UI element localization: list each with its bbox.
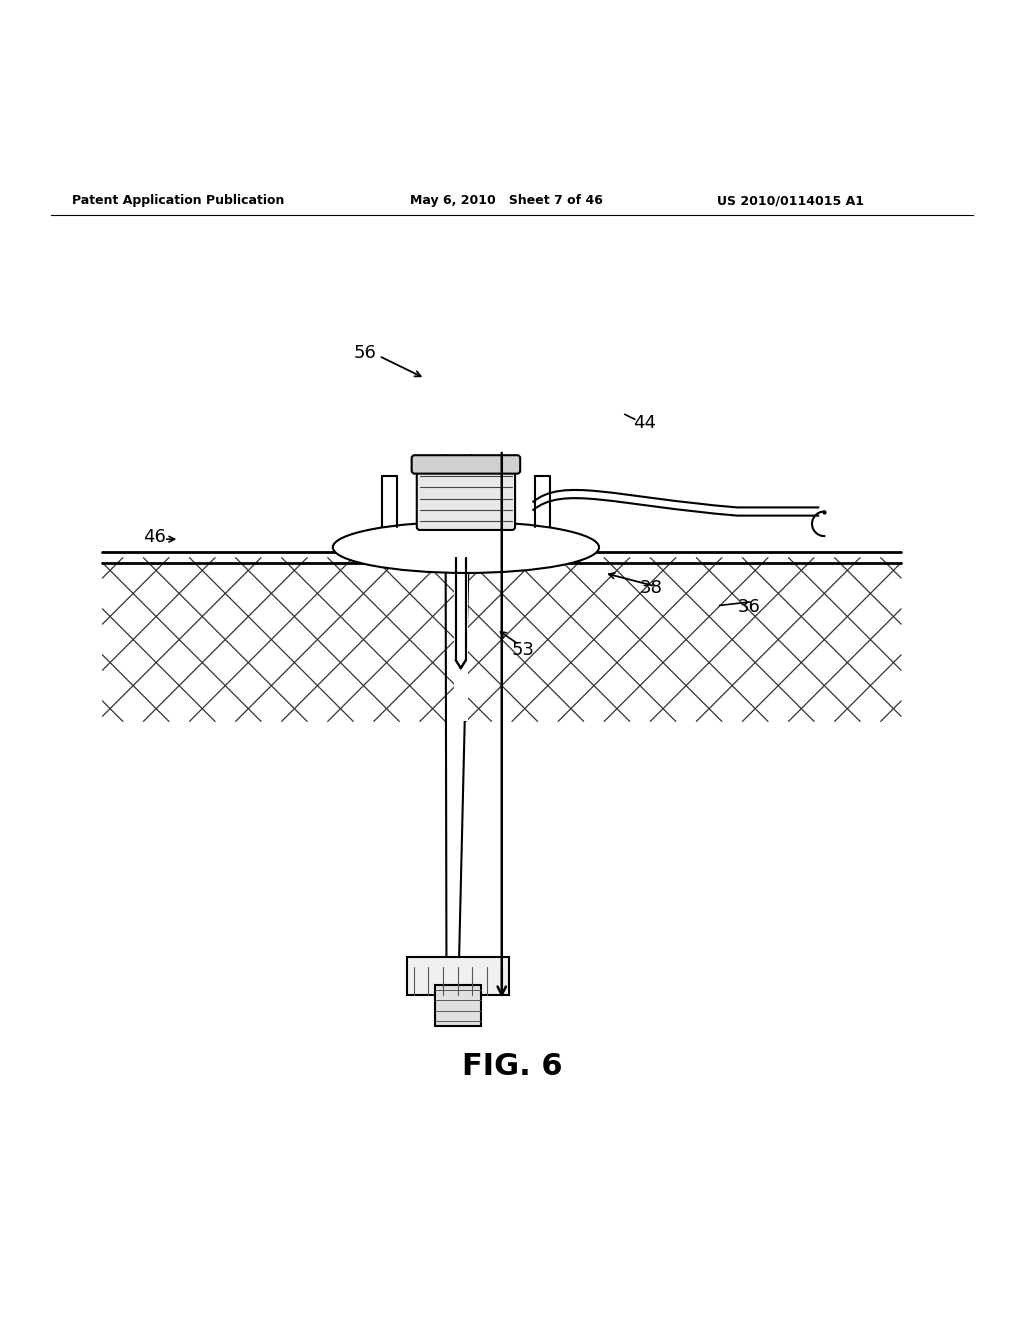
- FancyBboxPatch shape: [417, 467, 515, 529]
- Text: 36: 36: [737, 598, 760, 616]
- FancyBboxPatch shape: [412, 455, 520, 474]
- Bar: [102, 562, 901, 722]
- Bar: [407, 957, 509, 995]
- Text: 44: 44: [633, 413, 655, 432]
- Text: FIG. 6: FIG. 6: [462, 1052, 562, 1081]
- Bar: [434, 985, 481, 1026]
- Text: 53: 53: [512, 642, 535, 659]
- Bar: [454, 553, 468, 722]
- Text: US 2010/0114015 A1: US 2010/0114015 A1: [717, 194, 864, 207]
- Text: May 6, 2010   Sheet 7 of 46: May 6, 2010 Sheet 7 of 46: [410, 194, 602, 207]
- Text: 56: 56: [353, 345, 376, 362]
- Text: 38: 38: [640, 579, 663, 598]
- Text: 46: 46: [143, 528, 166, 546]
- Text: Patent Application Publication: Patent Application Publication: [72, 194, 284, 207]
- Ellipse shape: [333, 521, 599, 573]
